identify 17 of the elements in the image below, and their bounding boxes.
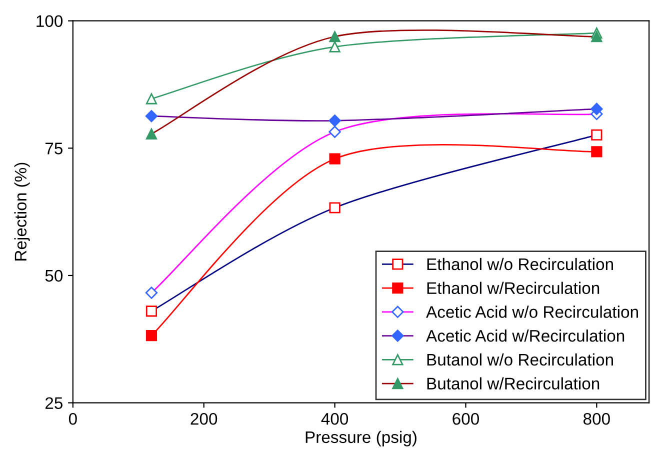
legend-label: Butanol w/Recirculation bbox=[427, 377, 600, 390]
x-tick-label: 600 bbox=[452, 412, 479, 425]
y-tick-label: 50 bbox=[45, 270, 63, 282]
x-tick-label: 400 bbox=[321, 412, 348, 425]
legend-label: Butanol w/o Recirculation bbox=[427, 353, 613, 366]
y-tick-label: 100 bbox=[36, 15, 63, 28]
x-tick-label: 0 bbox=[68, 412, 77, 425]
legend-label: Acetic Acid w/o Recirculation bbox=[426, 306, 638, 318]
y-tick-label: 25 bbox=[45, 397, 62, 410]
y-tick-label: 75 bbox=[46, 142, 62, 154]
x-tick-label: 200 bbox=[190, 412, 218, 425]
x-axis-title: Pressure (psig) bbox=[306, 430, 416, 446]
y-axis-title: Rejection (%) bbox=[14, 162, 30, 260]
legend-label: Ethanol w/o Recirculation bbox=[427, 258, 613, 270]
x-tick-label: 800 bbox=[583, 412, 610, 425]
legend-label: Acetic Acid w/Recirculation bbox=[426, 330, 624, 342]
legend-label: Ethanol w/Recirculation bbox=[427, 282, 600, 294]
